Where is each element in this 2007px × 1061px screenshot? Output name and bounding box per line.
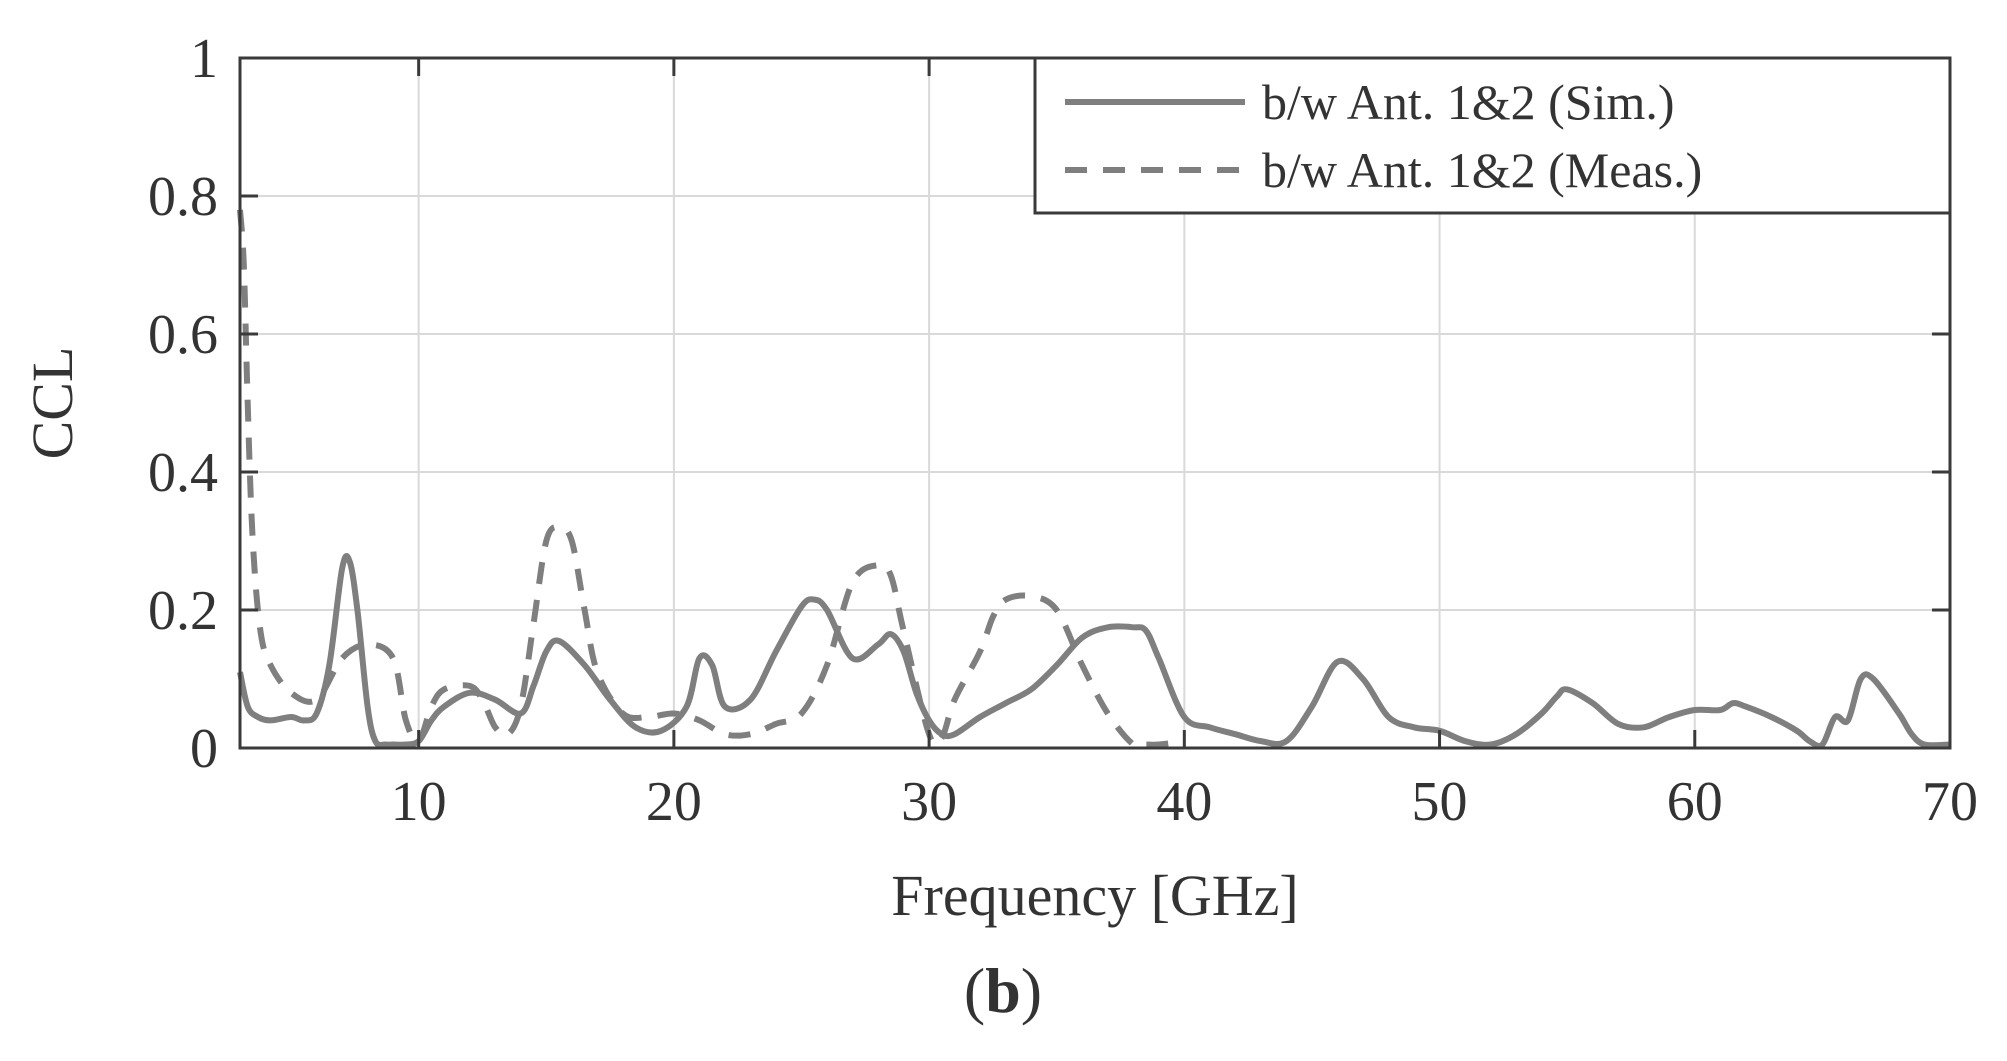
x-tick-label-60: 60 xyxy=(1667,771,1723,833)
panel-label-open: ( xyxy=(964,955,985,1026)
y-tick-label-0: 0 xyxy=(190,718,218,780)
y-tick-label-0.6: 0.6 xyxy=(148,304,218,366)
legend-box xyxy=(1033,56,1952,215)
x-axis-label: Frequency [GHz] xyxy=(891,863,1298,928)
x-tick-label-50: 50 xyxy=(1412,771,1468,833)
legend-label-sim: b/w Ant. 1&2 (Sim.) xyxy=(1262,74,1675,130)
legend: b/w Ant. 1&2 (Sim.) b/w Ant. 1&2 (Meas.) xyxy=(1033,56,1952,215)
series-line-meas xyxy=(237,209,1185,750)
tick-labels: 10 20 30 40 50 60 70 0 0.2 0.4 0.6 0.8 1 xyxy=(148,28,1978,833)
x-tick-label-10: 10 xyxy=(391,771,447,833)
x-tick-label-30: 30 xyxy=(901,771,957,833)
y-axis-label: CCL xyxy=(20,347,85,460)
legend-label-meas: b/w Ant. 1&2 (Meas.) xyxy=(1262,142,1702,198)
y-tick-label-0.2: 0.2 xyxy=(148,580,218,642)
series-layer xyxy=(237,209,1951,750)
x-tick-label-40: 40 xyxy=(1156,771,1212,833)
series-line-sim xyxy=(237,553,1951,750)
x-tick-label-20: 20 xyxy=(646,771,702,833)
panel-label-close: ) xyxy=(1021,955,1042,1026)
panel-label: (b) xyxy=(964,955,1042,1026)
x-tick-label-70: 70 xyxy=(1922,771,1978,833)
y-tick-label-0.4: 0.4 xyxy=(148,442,218,504)
panel-label-letter: b xyxy=(985,955,1021,1026)
y-tick-label-0.8: 0.8 xyxy=(148,166,218,228)
y-tick-label-1: 1 xyxy=(190,28,218,90)
